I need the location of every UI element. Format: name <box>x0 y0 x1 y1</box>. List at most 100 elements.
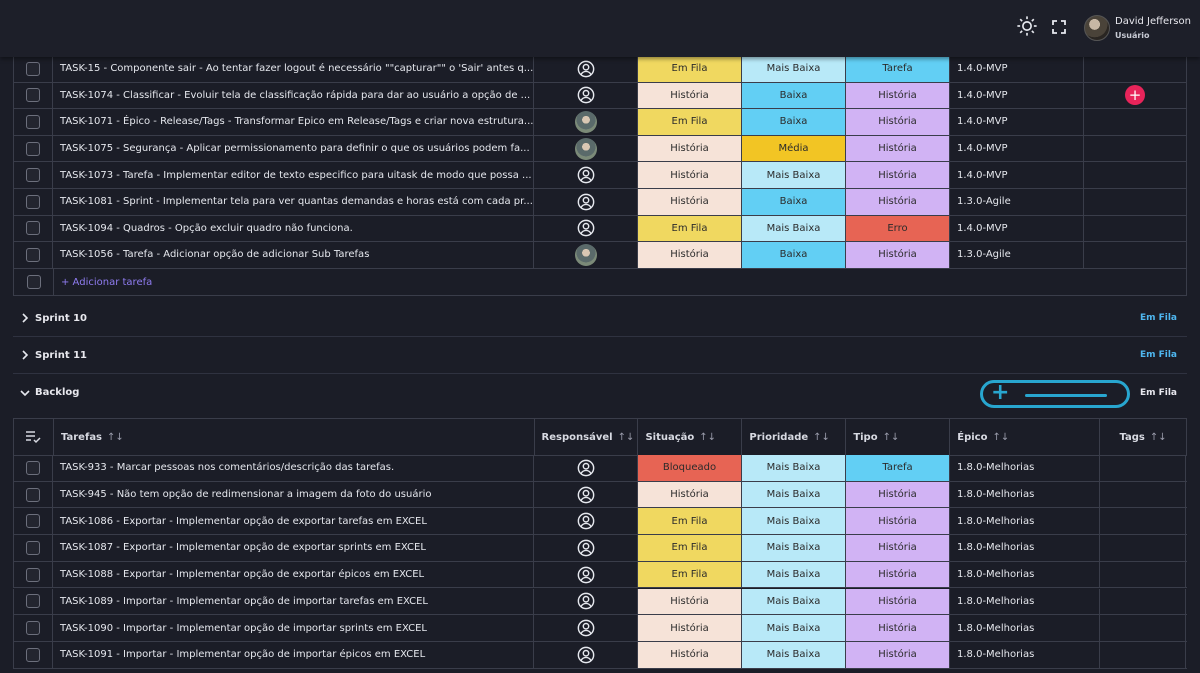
owner-cell[interactable] <box>534 615 638 641</box>
status-badge[interactable]: Bloqueado <box>638 455 742 481</box>
type-badge[interactable]: Tarefa <box>846 56 950 82</box>
status-badge[interactable]: História <box>638 82 742 109</box>
task-title[interactable]: TASK-15 - Componente sair - Ao tentar fa… <box>53 56 534 82</box>
status-badge[interactable]: Em Fila <box>638 215 742 242</box>
epic-cell[interactable]: 1.3.0-Agile <box>950 242 1084 268</box>
epic-cell[interactable]: 1.8.0-Melhorias <box>950 481 1100 508</box>
list-check-icon[interactable] <box>25 430 42 444</box>
priority-badge[interactable]: Mais Baixa <box>742 615 846 641</box>
table-row[interactable]: TASK-1074 - Classificar - Evoluir tela d… <box>13 82 1187 110</box>
owner-cell[interactable] <box>534 641 638 668</box>
tags-cell[interactable] <box>1100 535 1186 561</box>
sort-icon[interactable]: ↑↓ <box>1149 431 1167 443</box>
owner-cell[interactable] <box>534 215 638 242</box>
checkbox[interactable] <box>26 114 40 129</box>
user-circle-icon[interactable] <box>577 539 595 557</box>
header-priority[interactable]: Prioridade ↑↓ <box>742 419 847 455</box>
priority-badge[interactable]: Mais Baixa <box>742 455 846 481</box>
table-row[interactable]: TASK-1094 - Quadros - Opção excluir quad… <box>13 215 1187 243</box>
status-badge[interactable]: Em Fila <box>638 109 742 135</box>
checkbox[interactable] <box>26 194 40 209</box>
owner-cell[interactable] <box>534 455 638 481</box>
task-title[interactable]: TASK-945 - Não tem opção de redimensiona… <box>53 481 534 508</box>
epic-cell[interactable]: 1.4.0-MVP <box>950 82 1084 109</box>
tags-cell[interactable] <box>1100 455 1186 481</box>
user-circle-icon[interactable] <box>577 566 595 584</box>
sort-icon[interactable]: ↑↓ <box>882 431 900 443</box>
task-title[interactable]: TASK-1071 - Épico - Release/Tags - Trans… <box>53 109 534 135</box>
status-badge[interactable]: História <box>638 588 742 615</box>
table-row[interactable]: TASK-1073 - Tarefa - Implementar editor … <box>13 162 1187 189</box>
sort-icon[interactable]: ↑↓ <box>617 431 635 443</box>
epic-cell[interactable]: 1.8.0-Melhorias <box>950 561 1100 588</box>
status-badge[interactable]: História <box>638 189 742 215</box>
task-title[interactable]: TASK-1088 - Exportar - Implementar opção… <box>53 561 534 588</box>
tags-cell[interactable] <box>1100 641 1186 668</box>
owner-cell[interactable] <box>534 135 638 162</box>
task-title[interactable]: TASK-1081 - Sprint - Implementar tela pa… <box>53 189 534 215</box>
theme-toggle-sun-icon[interactable] <box>1016 15 1038 37</box>
status-badge[interactable]: Em Fila <box>638 535 742 561</box>
epic-cell[interactable]: 1.4.0-MVP <box>950 109 1084 135</box>
checkbox[interactable] <box>26 247 40 262</box>
tags-cell[interactable] <box>1100 561 1186 588</box>
status-badge[interactable]: História <box>638 135 742 162</box>
user-circle-icon[interactable] <box>577 86 595 104</box>
table-row[interactable]: TASK-1090 - Importar - Implementar opção… <box>13 615 1187 642</box>
table-row[interactable]: TASK-1087 - Exportar - Implementar opção… <box>13 535 1187 562</box>
status-badge[interactable]: História <box>638 481 742 508</box>
section-sprint-11[interactable]: Sprint 11 Em Fila <box>13 337 1187 374</box>
checkbox[interactable] <box>26 514 40 529</box>
priority-badge[interactable]: Baixa <box>742 189 846 215</box>
owner-cell[interactable] <box>534 109 638 135</box>
type-badge[interactable]: Tarefa <box>846 455 950 481</box>
table-row[interactable]: TASK-1071 - Épico - Release/Tags - Trans… <box>13 109 1187 136</box>
epic-cell[interactable]: 1.4.0-MVP <box>950 215 1084 242</box>
checkbox[interactable] <box>26 540 40 555</box>
user-circle-icon[interactable] <box>577 512 595 530</box>
header-type[interactable]: Tipo ↑↓ <box>846 419 951 455</box>
epic-cell[interactable]: 1.8.0-Melhorias <box>950 535 1100 561</box>
task-title[interactable]: TASK-1087 - Exportar - Implementar opção… <box>53 535 534 561</box>
header-epic[interactable]: Épico ↑↓ <box>950 419 1101 455</box>
type-badge[interactable]: História <box>846 508 950 535</box>
checkbox[interactable] <box>26 567 40 582</box>
type-badge[interactable]: História <box>846 109 950 135</box>
priority-badge[interactable]: Baixa <box>742 109 846 135</box>
add-task-row[interactable]: + Adicionar tarefa <box>13 269 1187 296</box>
owner-cell[interactable] <box>534 535 638 561</box>
chevron-right-icon[interactable] <box>17 347 33 363</box>
epic-cell[interactable]: 1.4.0-MVP <box>950 56 1084 82</box>
status-badge[interactable]: Em Fila <box>638 508 742 535</box>
tags-cell[interactable] <box>1100 508 1186 535</box>
type-badge[interactable]: História <box>846 82 950 109</box>
task-title[interactable]: TASK-1094 - Quadros - Opção excluir quad… <box>53 215 534 242</box>
tags-cell[interactable] <box>1100 481 1186 508</box>
status-badge[interactable]: História <box>638 242 742 268</box>
table-row[interactable]: TASK-933 - Marcar pessoas nos comentário… <box>13 455 1187 482</box>
owner-avatar[interactable] <box>574 110 597 133</box>
type-badge[interactable]: Erro <box>846 215 950 242</box>
owner-cell[interactable] <box>534 508 638 535</box>
owner-cell[interactable] <box>534 588 638 615</box>
type-badge[interactable]: História <box>846 535 950 561</box>
user-circle-icon[interactable] <box>577 193 595 211</box>
priority-badge[interactable]: Média <box>742 135 846 162</box>
task-title[interactable]: TASK-1073 - Tarefa - Implementar editor … <box>53 162 534 188</box>
owner-cell[interactable] <box>534 162 638 188</box>
status-badge[interactable]: História <box>638 162 742 188</box>
task-title[interactable]: TASK-1086 - Exportar - Implementar opção… <box>53 508 534 535</box>
owner-avatar[interactable] <box>574 137 597 160</box>
owner-avatar[interactable] <box>574 243 597 266</box>
section-backlog[interactable]: Backlog Em Fila <box>13 374 1187 411</box>
epic-cell[interactable]: 1.3.0-Agile <box>950 189 1084 215</box>
epic-cell[interactable]: 1.8.0-Melhorias <box>950 508 1100 535</box>
table-row[interactable]: TASK-1091 - Importar - Implementar opção… <box>13 641 1187 669</box>
checkbox[interactable] <box>26 594 40 609</box>
chevron-right-icon[interactable] <box>17 310 33 326</box>
priority-badge[interactable]: Mais Baixa <box>742 56 846 82</box>
user-circle-icon[interactable] <box>577 619 595 637</box>
type-badge[interactable]: História <box>846 162 950 188</box>
priority-badge[interactable]: Mais Baixa <box>742 561 846 588</box>
epic-cell[interactable]: 1.8.0-Melhorias <box>950 455 1100 481</box>
